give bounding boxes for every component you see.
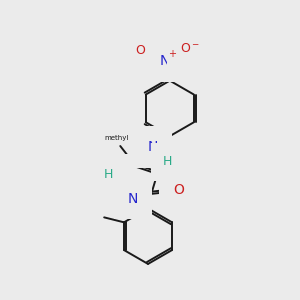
Text: +: + bbox=[168, 49, 176, 59]
Text: H: H bbox=[163, 155, 172, 168]
Text: O: O bbox=[135, 44, 145, 57]
Text: O: O bbox=[173, 183, 184, 196]
Text: N: N bbox=[160, 54, 170, 68]
Text: N: N bbox=[128, 191, 138, 206]
Text: O$^-$: O$^-$ bbox=[180, 42, 200, 56]
Text: H: H bbox=[104, 168, 113, 181]
Text: N: N bbox=[148, 140, 158, 154]
Text: methyl: methyl bbox=[104, 135, 128, 141]
Text: N: N bbox=[112, 168, 122, 182]
